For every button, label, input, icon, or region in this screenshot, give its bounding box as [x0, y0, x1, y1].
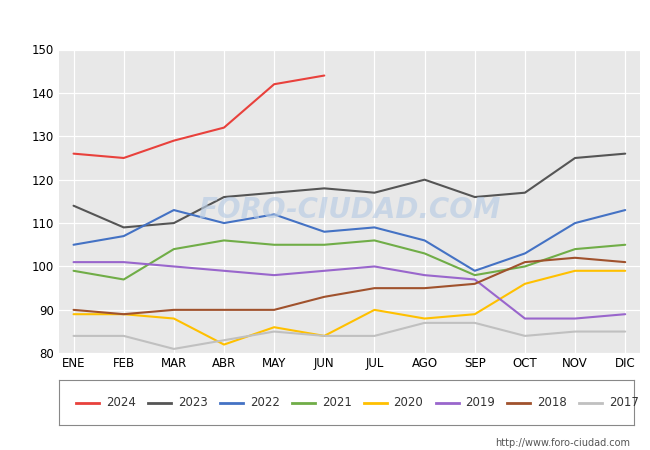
Text: 2022: 2022: [250, 396, 280, 409]
Text: FORO-CIUDAD.COM: FORO-CIUDAD.COM: [198, 197, 500, 225]
Text: http://www.foro-ciudad.com: http://www.foro-ciudad.com: [495, 438, 630, 448]
Text: 2018: 2018: [538, 396, 567, 409]
Text: 2019: 2019: [465, 396, 495, 409]
Text: 2024: 2024: [106, 396, 136, 409]
Text: 2023: 2023: [178, 396, 207, 409]
Text: 2021: 2021: [322, 396, 352, 409]
Text: 2017: 2017: [609, 396, 639, 409]
Text: Afiliados en Valdepiélagos a 31/5/2024: Afiliados en Valdepiélagos a 31/5/2024: [156, 14, 494, 33]
Text: 2020: 2020: [394, 396, 423, 409]
